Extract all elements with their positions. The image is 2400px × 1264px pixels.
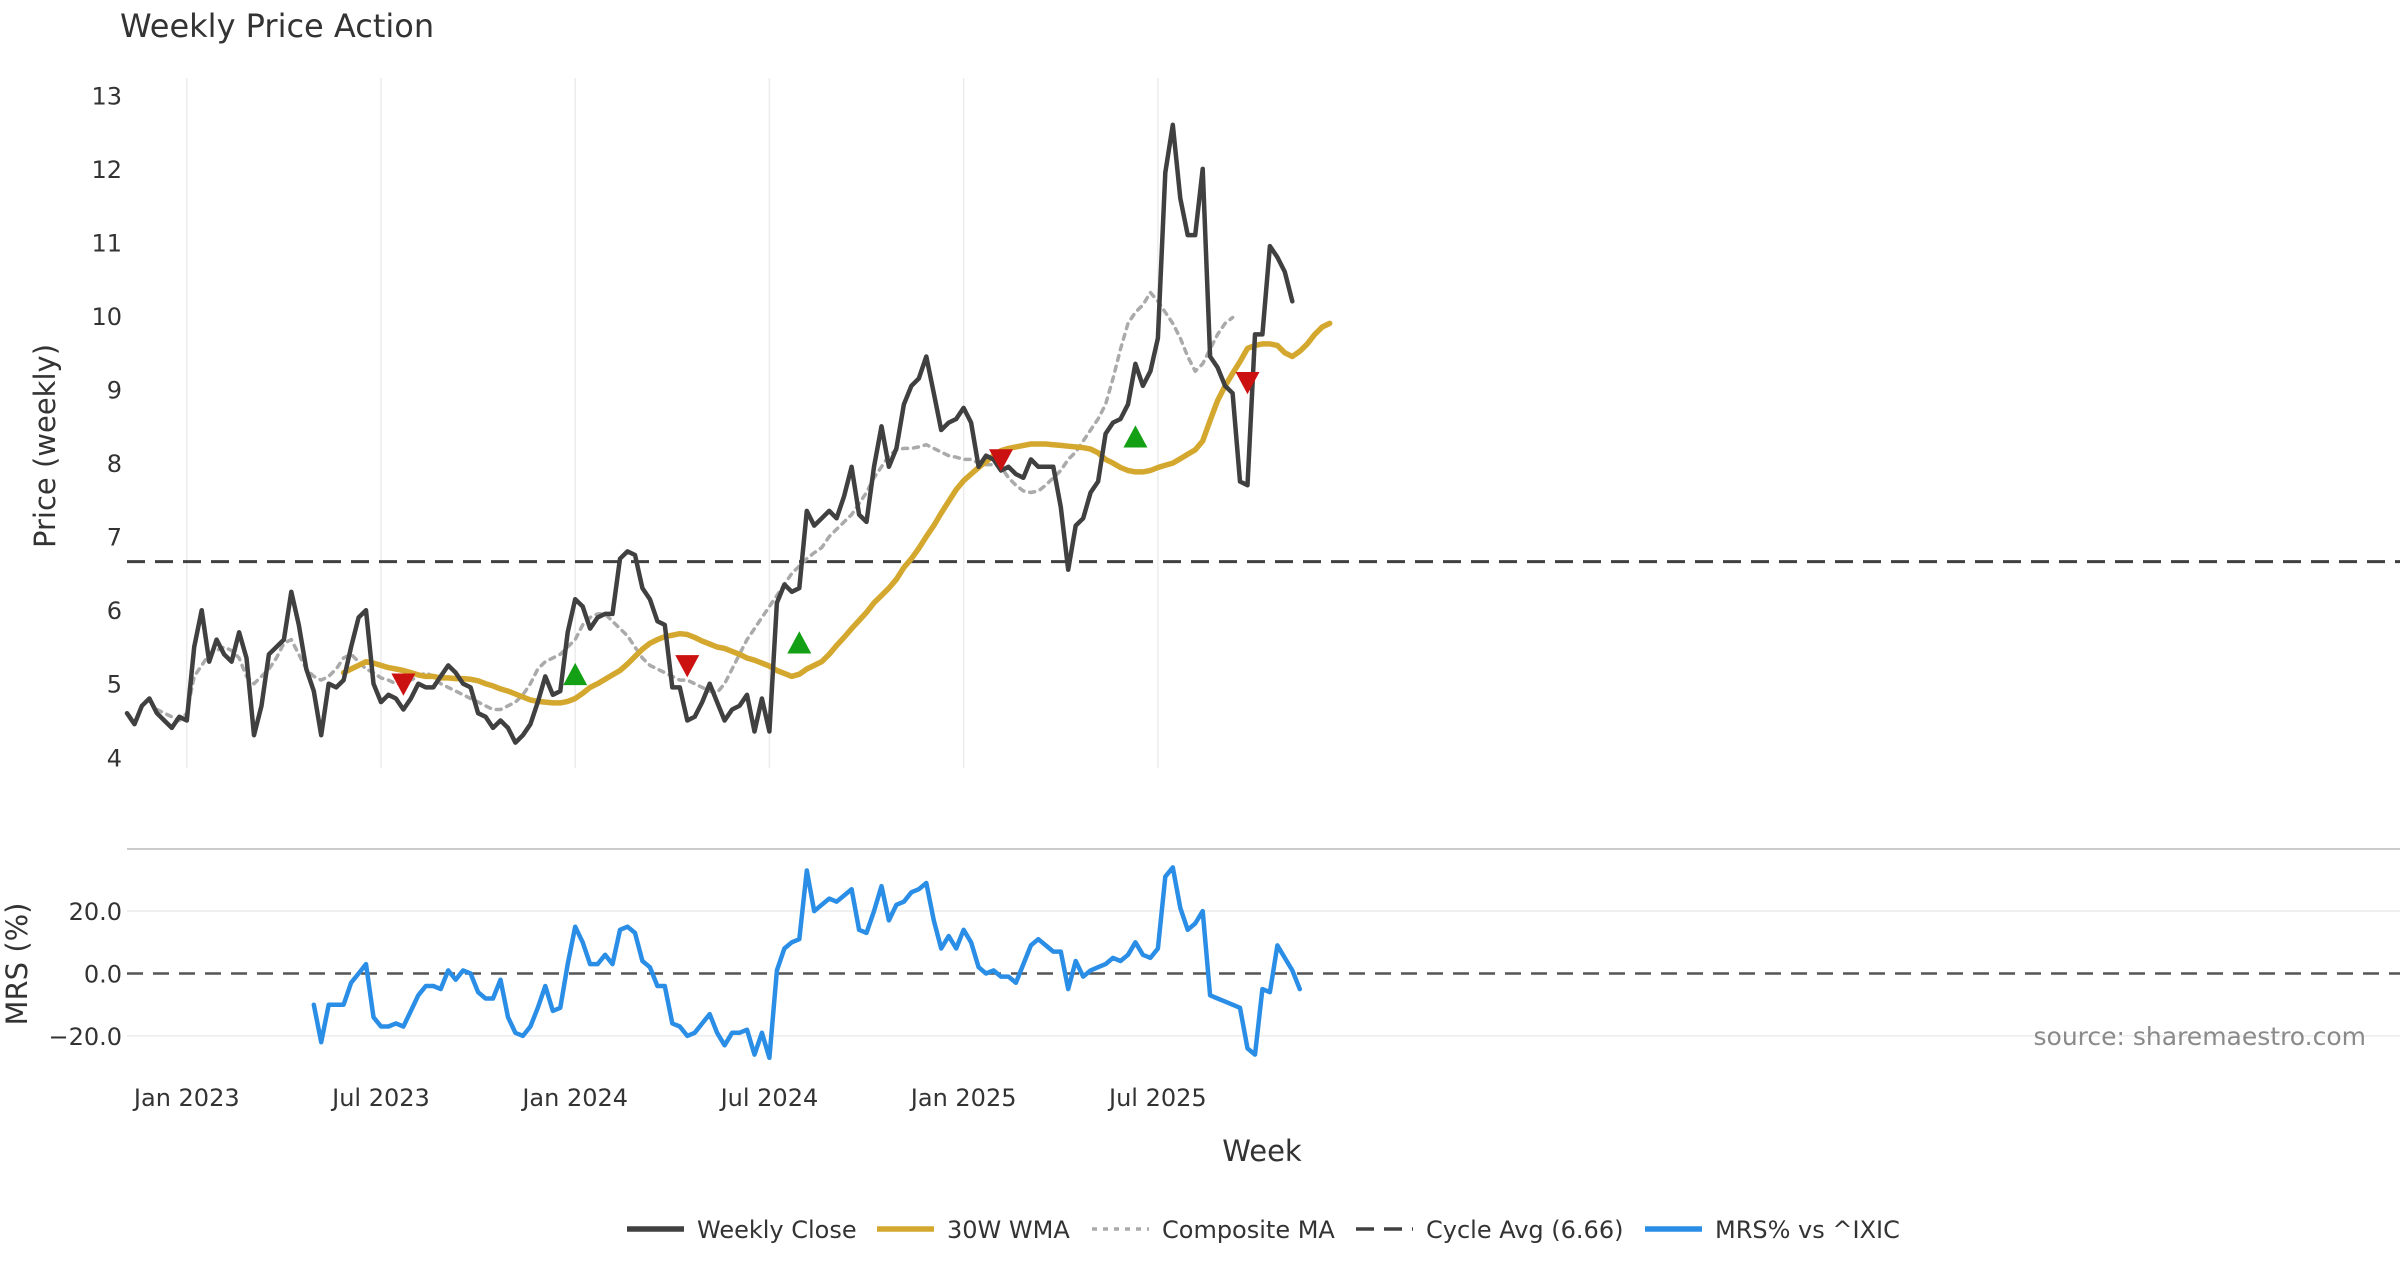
source-label: source: sharemaestro.com <box>2034 1022 2367 1051</box>
legend: Weekly Close 30W WMA Composite MA Cycle Avg… <box>627 1216 1900 1244</box>
buy-signal-marker-3 <box>787 631 812 654</box>
mrs-line <box>311 865 1303 1061</box>
price-series <box>124 122 1333 745</box>
x-tick-0: Jan 2023 <box>132 1084 240 1112</box>
x-tick-2: Jan 2024 <box>520 1084 628 1112</box>
weekly-close-line <box>124 122 1295 745</box>
legend-label-0: Weekly Close <box>697 1216 857 1244</box>
price-y-tick-8: 12 <box>91 156 122 184</box>
x-tick-3: Jul 2024 <box>719 1084 819 1112</box>
signal-markers <box>391 371 1260 696</box>
mrs-series <box>311 865 1303 1061</box>
price-y-tick-3: 7 <box>107 524 122 552</box>
price-y-tick-4: 8 <box>107 450 122 478</box>
legend-label-2: Composite MA <box>1162 1216 1335 1244</box>
legend-label-3: Cycle Avg (6.66) <box>1426 1216 1623 1244</box>
mrs-y-tick-2: −20.0 <box>48 1023 122 1051</box>
legend-label-1: 30W WMA <box>947 1216 1070 1244</box>
price-y-tick-1: 5 <box>107 671 122 699</box>
sell-signal-marker-2 <box>675 655 700 678</box>
mrs-y-axis-label: MRS (%) <box>0 903 34 1026</box>
mrs-grid <box>127 910 2400 1037</box>
price-y-tick-9: 13 <box>91 82 122 110</box>
buy-signal-marker-1 <box>563 662 588 686</box>
x-axis-label: Week <box>1222 1134 1302 1168</box>
price-y-axis-label: Price (weekly) <box>28 344 62 548</box>
price-y-tick-7: 11 <box>91 229 122 257</box>
sell-signal-marker-6 <box>1235 371 1260 395</box>
x-axis-ticks: Jan 2023 Jul 2023 Jan 2024 Jul 2024 Jan 2025… <box>132 1084 1207 1112</box>
x-tick-4: Jan 2025 <box>909 1084 1017 1112</box>
mrs-y-ticks: 20.0 0.0 −20.0 <box>48 898 122 1051</box>
price-y-tick-2: 6 <box>107 597 122 625</box>
chart-title: Weekly Price Action <box>120 7 434 45</box>
mrs-y-tick-0: 20.0 <box>69 898 122 926</box>
price-y-tick-5: 9 <box>107 377 122 405</box>
price-y-ticks: 4 5 6 7 8 9 10 11 12 13 <box>91 82 122 772</box>
buy-signal-marker-5 <box>1123 425 1148 448</box>
wma-30w-line <box>340 320 1333 706</box>
x-tick-1: Jul 2023 <box>330 1084 430 1112</box>
x-tick-5: Jul 2025 <box>1107 1084 1207 1112</box>
sell-signal-marker-0 <box>391 673 416 696</box>
price-y-tick-0: 4 <box>107 744 122 772</box>
mrs-y-tick-1: 0.0 <box>84 960 122 988</box>
sell-signal-marker-4 <box>988 449 1013 472</box>
price-y-tick-6: 10 <box>91 303 122 331</box>
price-grid <box>186 78 1159 768</box>
legend-label-4: MRS% vs ^IXIC <box>1715 1216 1900 1244</box>
